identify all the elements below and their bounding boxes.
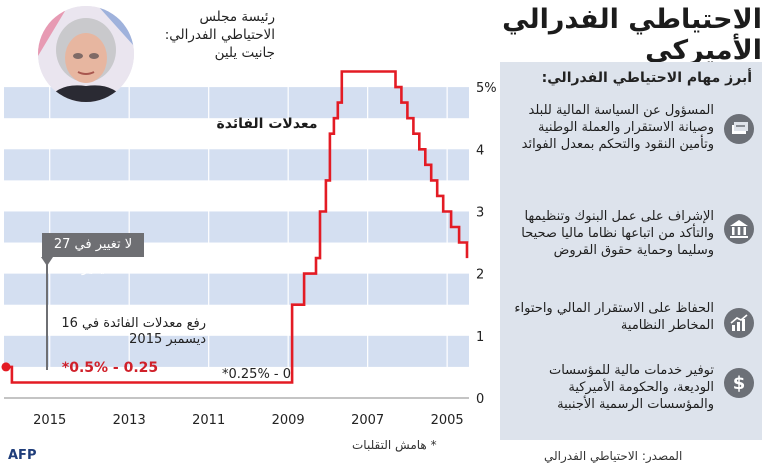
grid-band: [4, 149, 469, 181]
x-tick-label: 2015: [33, 413, 66, 428]
y-tick-label: 4: [476, 143, 484, 158]
callout-tip: [41, 257, 53, 266]
y-tick-label: 2: [476, 268, 484, 283]
rate-hike-marker: [1, 362, 11, 372]
x-tick-label: 2013: [113, 413, 146, 428]
y-tick-label: 1: [476, 330, 484, 345]
no-change-callout: لا تغيير في 27 يناير: [42, 233, 144, 276]
low-range-label: *0.25% - 0: [222, 367, 292, 382]
x-tick-label: 2011: [192, 413, 225, 428]
source-note: المصدر: الاحتياطي الفدرالي: [544, 449, 683, 463]
x-tick-label: 2005: [431, 413, 464, 428]
grid-band: [4, 273, 469, 305]
chart-title: معدلات الفائدة: [216, 116, 317, 132]
duty-text-4: توفير خدمات مالية للمؤسسات الوديعة، والح…: [548, 363, 714, 412]
y-tick-label: 0: [476, 392, 484, 407]
duty-text-3: الحفاظ على الاستقرار المالي واحتواء المخ…: [514, 301, 714, 333]
chair-portrait: [38, 6, 134, 102]
svg-text:$: $: [733, 373, 746, 394]
rate-hike-annotation: رفع معدلات الفائدة في 16 ديسمبر 2015: [61, 316, 206, 347]
agency-logo: AFP: [8, 448, 37, 463]
money-stack-icon: [724, 114, 754, 144]
rate-hike-value: *0.5% - 0.25: [61, 360, 159, 376]
trend-chart-icon: [724, 308, 754, 338]
interest-rate-line: [6, 70, 469, 384]
x-tick-label: 2007: [351, 413, 384, 428]
chair-caption: رئيسة مجلس الاحتياطي الفدرالي: جانيت يلي…: [164, 9, 275, 61]
bank-building-icon: [724, 214, 754, 244]
y-tick-label: 3: [476, 205, 484, 220]
margin-footnote: * هامش التقلبات: [352, 438, 437, 452]
x-tick-label: 2009: [272, 413, 305, 428]
duties-heading: أبرز مهام الاحتياطي الفدرالي:: [541, 70, 752, 86]
dollar-icon: $: [724, 368, 754, 398]
y-tick-label: 5%: [476, 81, 497, 96]
page-title: الاحتياطي الفدرالي الأميركي: [502, 4, 762, 66]
fed-duties-panel: أبرز مهام الاحتياطي الفدرالي: المسؤول عن…: [500, 62, 762, 440]
duty-text-2: الإشراف على عمل البنوك وتنظيمها والتأكد …: [521, 209, 714, 258]
duty-text-1: المسؤول عن السياسة المالية للبلد وصيانة …: [521, 103, 714, 152]
grid-band: [4, 335, 469, 367]
